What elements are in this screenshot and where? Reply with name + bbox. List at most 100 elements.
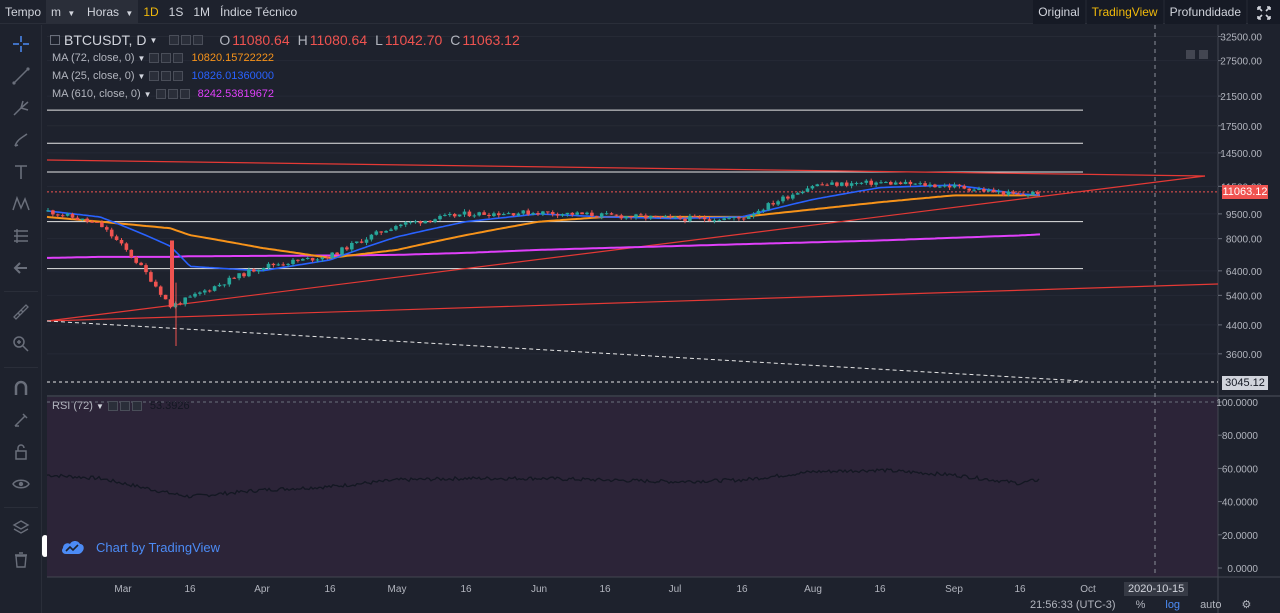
panel-resize-handle[interactable] (42, 535, 48, 557)
candle-body (923, 183, 927, 186)
log-toggle[interactable]: log (1165, 598, 1181, 611)
candle-body (776, 201, 780, 205)
chevron-down-icon[interactable]: ▼ (137, 53, 146, 63)
view-depth-button[interactable]: Profundidade (1164, 0, 1246, 24)
horas-select[interactable]: Horas ▼ (82, 0, 139, 24)
candle-body (942, 185, 947, 187)
close-icon[interactable] (179, 89, 190, 99)
candle-body (987, 189, 991, 192)
candle-body (193, 293, 197, 297)
lock-drawing-icon[interactable] (8, 407, 34, 433)
eye-icon[interactable] (8, 471, 34, 497)
candle-body (129, 249, 134, 258)
dashed-projection-line (46, 320, 1084, 382)
settings-icon[interactable] (167, 89, 178, 99)
symbol-label[interactable]: BTCUSDT, D (64, 32, 147, 48)
lock-icon[interactable] (8, 439, 34, 465)
candle-body (100, 222, 104, 228)
chevron-down-icon[interactable]: ▼ (149, 35, 158, 45)
close-icon[interactable] (193, 35, 204, 45)
time-tick-label: 16 (736, 584, 748, 595)
candle-body (908, 181, 913, 185)
interval-1d-button[interactable]: 1D (143, 4, 159, 19)
candle-body (462, 211, 467, 215)
candle-body (644, 215, 648, 219)
time-tick-label: 16 (324, 584, 336, 595)
candle-body (379, 231, 383, 233)
back-arrow-icon[interactable] (8, 255, 34, 281)
settings-icon[interactable] (161, 71, 172, 81)
text-icon[interactable] (8, 159, 34, 185)
technical-index-button[interactable]: Índice Técnico (220, 4, 298, 19)
rsi-legend[interactable]: RSI (72) ▼ 53.3926 (52, 400, 190, 412)
ma72-legend[interactable]: MA (72, close, 0) ▼ 10820.15722222 (52, 52, 274, 64)
tradingview-watermark[interactable]: Chart by TradingView (60, 538, 220, 556)
move-pane-down-icon[interactable] (1199, 50, 1208, 59)
ruler-icon[interactable] (8, 299, 34, 325)
candle-body (938, 186, 942, 188)
close-icon[interactable] (173, 71, 184, 81)
candle-body (330, 252, 334, 258)
ma610-legend[interactable]: MA (610, close, 0) ▼ 8242.53819672 (52, 88, 274, 100)
zoom-in-icon[interactable] (8, 331, 34, 357)
trend-line-icon[interactable] (8, 63, 34, 89)
brush-icon[interactable] (8, 127, 34, 153)
candle-body (609, 213, 614, 215)
auto-toggle[interactable]: auto (1200, 598, 1222, 611)
rsi-pane (47, 397, 1218, 577)
candle-body (879, 182, 883, 184)
view-original-button[interactable]: Original (1033, 0, 1085, 24)
collapse-legend-icon[interactable] (50, 35, 60, 45)
pitchfork-icon[interactable] (8, 95, 34, 121)
ma-value: 10826.01360000 (191, 70, 275, 82)
layers-icon[interactable] (8, 515, 34, 541)
gear-icon[interactable]: ⚙ (1241, 599, 1252, 611)
trash-icon[interactable] (8, 547, 34, 573)
prediction-icon[interactable] (8, 223, 34, 249)
rsi-tick-label: 40.0000 (1222, 498, 1259, 509)
eye-icon[interactable] (149, 53, 160, 63)
candle-body (394, 226, 398, 230)
settings-icon[interactable] (181, 35, 192, 45)
candle-body (712, 220, 717, 222)
candle-body (737, 217, 741, 219)
settings-icon[interactable] (119, 401, 130, 411)
chevron-down-icon[interactable]: ▼ (137, 71, 146, 81)
eye-icon[interactable] (155, 89, 166, 99)
candle-body (149, 272, 153, 282)
settings-icon[interactable] (161, 53, 172, 63)
interval-select[interactable]: m ▼ (46, 0, 83, 24)
close-icon[interactable] (131, 401, 142, 411)
chevron-down-icon[interactable]: ▼ (95, 401, 104, 411)
candle-body (443, 214, 447, 216)
candle-body (1011, 191, 1016, 194)
eye-icon[interactable] (107, 401, 118, 411)
percent-toggle[interactable]: % (1135, 598, 1146, 611)
view-tradingview-button[interactable]: TradingView (1086, 0, 1163, 24)
candle-body (991, 189, 996, 193)
eye-icon[interactable] (169, 35, 180, 45)
ma25-legend[interactable]: MA (25, close, 0) ▼ 10826.01360000 (52, 70, 274, 82)
interval-1s-button[interactable]: 1S (168, 4, 184, 19)
move-pane-up-icon[interactable] (1186, 50, 1195, 59)
candle-body (109, 229, 114, 237)
candle-body (732, 217, 736, 219)
legend-actions (149, 53, 185, 63)
candle-body (658, 216, 663, 218)
candle-body (795, 193, 800, 195)
magnet-icon[interactable] (8, 375, 34, 401)
close-icon[interactable] (173, 53, 184, 63)
interval-1m-button[interactable]: 1M (193, 4, 211, 19)
candle-body (526, 210, 530, 215)
support-trendline (46, 175, 1206, 322)
pattern-icon[interactable] (8, 191, 34, 217)
crosshair-icon[interactable] (8, 31, 34, 57)
candle-body (325, 257, 330, 259)
candle-body (399, 224, 403, 227)
candle-body (501, 214, 506, 216)
eye-icon[interactable] (149, 71, 160, 81)
fullscreen-icon[interactable] (1248, 0, 1280, 24)
chevron-down-icon[interactable]: ▼ (143, 89, 152, 99)
last-price-tag: 11063.12 (1222, 185, 1268, 199)
